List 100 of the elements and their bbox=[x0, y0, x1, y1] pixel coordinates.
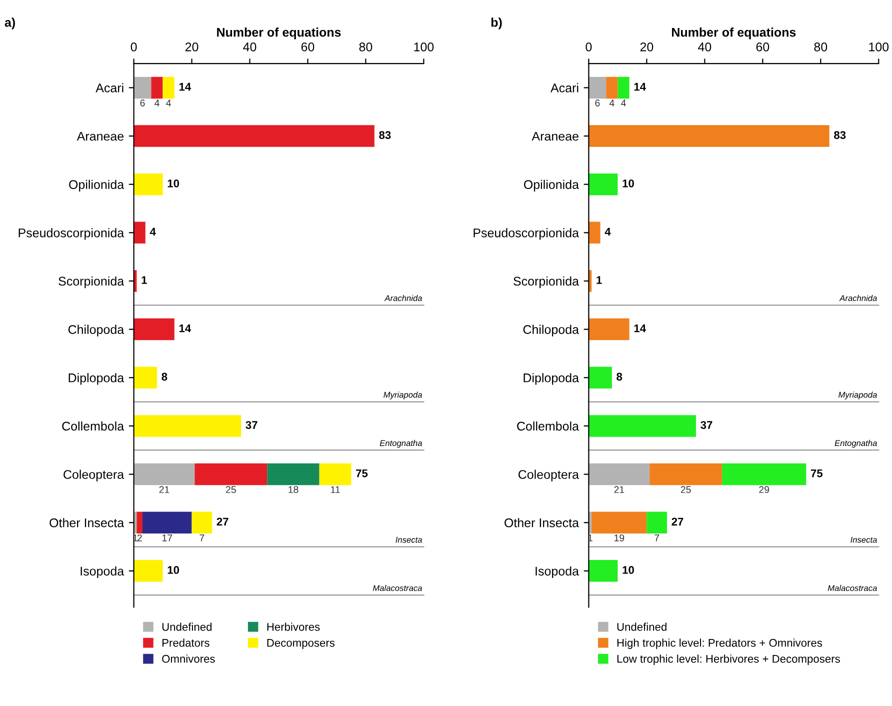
legend-label: Low trophic level: Herbivores + Decomposers bbox=[617, 654, 840, 665]
chart-title: b) bbox=[491, 18, 502, 30]
bar bbox=[134, 318, 174, 340]
y-tick-label: Pseudoscorpionida bbox=[18, 228, 124, 240]
x-axis-title: Number of equations bbox=[672, 28, 796, 40]
x-tick-label: 20 bbox=[185, 42, 198, 52]
legend-label: Decomposers bbox=[267, 639, 335, 649]
data-label: 29 bbox=[759, 486, 770, 494]
bar bbox=[588, 366, 612, 389]
bar bbox=[267, 463, 320, 486]
data-label: 21 bbox=[159, 486, 170, 493]
total-label: 10 bbox=[622, 566, 634, 574]
y-tick-label: Araneae bbox=[76, 132, 124, 141]
total-label: 14 bbox=[179, 324, 192, 332]
legend-label: Herbivores bbox=[267, 622, 320, 631]
y-tick-label: Isopoda bbox=[80, 566, 124, 578]
total-label: 37 bbox=[700, 421, 712, 429]
legend-label: Omnivores bbox=[162, 654, 215, 663]
data-label: 18 bbox=[288, 486, 298, 494]
bar bbox=[134, 173, 163, 196]
ref-line-label: Malacostraca bbox=[372, 584, 422, 592]
total-label: 1 bbox=[142, 276, 147, 284]
ref-line-label: Entognatha bbox=[380, 440, 422, 448]
ref-line-label: Insecta bbox=[850, 536, 877, 543]
total-label: 27 bbox=[216, 518, 228, 526]
bar bbox=[134, 366, 157, 389]
total-label: 14 bbox=[634, 324, 646, 332]
data-label: 7 bbox=[654, 534, 660, 542]
y-tick-label: Opilionida bbox=[69, 180, 124, 192]
x-tick-label: 80 bbox=[814, 42, 828, 52]
y-tick-label: Opilionida bbox=[524, 180, 579, 192]
x-tick-label: 100 bbox=[414, 42, 434, 52]
bar bbox=[588, 125, 830, 147]
ref-line-label: Arachnida bbox=[839, 294, 877, 302]
total-label: 75 bbox=[810, 470, 823, 478]
total-label: 14 bbox=[179, 82, 192, 91]
bar bbox=[606, 76, 618, 99]
data-label: 25 bbox=[680, 486, 691, 494]
total-label: 8 bbox=[616, 372, 622, 381]
total-label: 27 bbox=[672, 518, 684, 526]
data-label: 4 bbox=[621, 100, 626, 106]
y-tick-label: Collembola bbox=[62, 421, 124, 431]
total-label: 1 bbox=[596, 276, 602, 284]
bar bbox=[588, 222, 600, 244]
x-tick-label: 40 bbox=[698, 42, 712, 52]
total-label: 10 bbox=[622, 179, 634, 188]
x-tick-label: 60 bbox=[301, 42, 314, 52]
y-tick-label: Pseudoscorpionida bbox=[474, 228, 580, 240]
bar bbox=[134, 463, 195, 486]
bar bbox=[319, 463, 352, 486]
bar bbox=[151, 76, 163, 99]
total-label: 83 bbox=[379, 131, 391, 140]
bar bbox=[588, 318, 630, 340]
ref-line-label: Myriapoda bbox=[838, 392, 877, 400]
total-label: 8 bbox=[162, 372, 168, 381]
total-label: 10 bbox=[168, 179, 180, 188]
data-label: 17 bbox=[162, 534, 172, 542]
data-label: 4 bbox=[154, 100, 160, 106]
bar bbox=[618, 76, 630, 99]
ref-line-label: Arachnida bbox=[384, 294, 422, 302]
total-label: 4 bbox=[604, 228, 611, 236]
y-tick-label: Araneae bbox=[532, 132, 578, 141]
x-tick-label: 60 bbox=[756, 42, 770, 52]
bar bbox=[134, 415, 242, 437]
y-tick-label: Scorpionida bbox=[58, 276, 124, 288]
data-label: 2 bbox=[137, 534, 142, 542]
bar bbox=[162, 76, 174, 99]
bar bbox=[192, 512, 212, 534]
y-tick-label: Coleoptera bbox=[518, 470, 579, 482]
y-tick-label: Acari bbox=[96, 83, 124, 92]
total-label: 37 bbox=[246, 421, 258, 429]
bar bbox=[134, 125, 374, 147]
bar bbox=[134, 222, 146, 244]
ref-line-label: Entognatha bbox=[834, 440, 877, 448]
legend-label: Predators bbox=[162, 638, 210, 647]
x-tick-label: 0 bbox=[130, 42, 137, 52]
ref-line-label: Malacostraca bbox=[828, 584, 877, 592]
y-tick-label: Collembola bbox=[517, 421, 579, 431]
y-tick-label: Other Insecta bbox=[504, 518, 579, 528]
total-label: 14 bbox=[634, 82, 646, 91]
x-tick-label: 0 bbox=[586, 42, 592, 52]
data-label: 6 bbox=[595, 100, 600, 106]
bar bbox=[194, 463, 268, 486]
bar bbox=[588, 173, 618, 196]
total-label: 75 bbox=[356, 470, 368, 478]
data-label: 7 bbox=[200, 534, 204, 542]
y-tick-label: Isopoda bbox=[536, 566, 579, 578]
bar bbox=[136, 512, 142, 534]
data-label: 21 bbox=[614, 486, 624, 493]
x-tick-label: 80 bbox=[359, 42, 372, 52]
data-label: 4 bbox=[166, 100, 172, 106]
total-label: 83 bbox=[834, 131, 846, 140]
data-label: 25 bbox=[226, 486, 236, 494]
legend-label: Undefined bbox=[617, 622, 666, 631]
bar bbox=[722, 463, 806, 486]
y-tick-label: Other Insecta bbox=[50, 518, 124, 528]
x-tick-label: 20 bbox=[640, 42, 654, 52]
bar bbox=[592, 512, 647, 534]
x-tick-label: 100 bbox=[869, 42, 889, 52]
x-axis-title: Number of equations bbox=[217, 28, 341, 40]
